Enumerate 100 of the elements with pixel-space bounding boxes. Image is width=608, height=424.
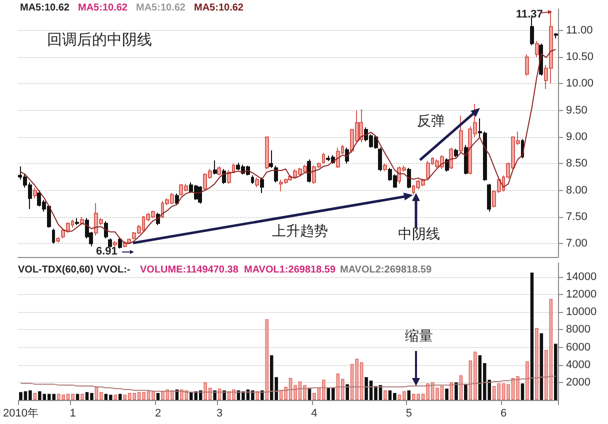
candlestick	[108, 238, 112, 248]
candlestick	[198, 186, 202, 204]
y-tick-label: 9.00	[566, 131, 588, 143]
candlestick	[61, 228, 65, 239]
candlestick	[104, 220, 108, 239]
bar	[445, 388, 448, 400]
annotation: MA5:10.62	[20, 2, 70, 14]
bar	[384, 390, 387, 400]
annotation: MAVOL2:269818.59	[340, 264, 432, 276]
annotation: 6.91	[96, 246, 118, 258]
candlestick	[483, 131, 487, 182]
candlestick	[525, 54, 529, 76]
candlestick	[269, 150, 273, 168]
bar	[540, 333, 544, 400]
candlestick	[554, 32, 558, 39]
annotation: MA5:10.62	[194, 2, 244, 14]
annotation: VOLUME:1149470.38	[140, 264, 239, 276]
candlestick	[265, 136, 269, 170]
bar	[530, 272, 534, 400]
candlestick	[383, 163, 387, 172]
bar	[114, 394, 118, 400]
candlestick	[530, 16, 534, 46]
bar	[346, 384, 349, 400]
y-tick-label: 7.00	[566, 238, 588, 250]
annotation: 回调后的中阴线	[47, 32, 152, 48]
candlestick	[251, 174, 254, 184]
y-tick-label: 4000	[566, 358, 590, 371]
bar	[454, 382, 458, 400]
bar	[156, 392, 160, 400]
candlestick	[535, 40, 539, 58]
candlestick	[75, 218, 79, 226]
candlestick	[52, 228, 55, 244]
x-tick-label: 4	[311, 408, 318, 420]
bar	[535, 328, 538, 400]
y-tick-label: 12000	[566, 288, 597, 301]
candlestick	[213, 160, 217, 175]
annotation: 上升趋势	[272, 224, 328, 240]
x-tick-label: 1	[70, 408, 76, 420]
candlestick	[407, 167, 411, 189]
line-series	[20, 376, 556, 393]
y-tick-label: 10.00	[566, 78, 594, 90]
annotation: 中阴线	[398, 226, 440, 242]
candlestick	[56, 236, 60, 244]
annotation: 11.37	[516, 8, 543, 20]
annotation: 反弹	[417, 114, 445, 130]
candlestick	[322, 152, 325, 164]
bar	[526, 361, 529, 400]
y-tick-label: 8.50	[566, 158, 588, 170]
candlestick	[459, 115, 463, 154]
annotation: MA5:10.62	[136, 2, 186, 14]
bar	[265, 319, 269, 400]
x-tick-label: 2010年	[2, 408, 38, 420]
candlestick	[260, 177, 264, 194]
candlestick	[426, 160, 430, 180]
line-series	[20, 49, 556, 244]
bar	[464, 384, 468, 400]
x-tick-label: 5	[406, 408, 412, 420]
x-tick-label: 2	[154, 408, 162, 420]
annotation: MA5:10.62	[78, 2, 128, 14]
y-tick-label: 10000	[566, 306, 597, 318]
x-tick-label: 3	[216, 408, 223, 420]
candlestick	[307, 158, 311, 183]
annotation: 缩量	[405, 328, 433, 344]
candlestick	[80, 216, 84, 226]
bar	[520, 383, 524, 400]
candlestick	[113, 240, 117, 247]
bar	[76, 394, 80, 400]
bar	[554, 344, 558, 400]
bar	[407, 390, 411, 400]
candlestick	[345, 147, 349, 164]
candlestick	[175, 193, 179, 205]
candlestick	[66, 222, 70, 232]
annotation: MAVOL1:269818.59	[244, 264, 336, 276]
bar	[33, 392, 37, 400]
y-tick-label: 9.50	[566, 104, 588, 116]
x-tick-label: 6	[500, 408, 507, 420]
y-tick-label: 2000	[566, 376, 590, 388]
candlestick	[222, 168, 226, 184]
y-tick-label: 6000	[566, 341, 590, 354]
candlestick	[449, 147, 453, 170]
annotation: VOL-TDX(60,60) VVOL:-	[18, 264, 130, 276]
bar	[80, 394, 84, 400]
candlestick	[464, 144, 468, 175]
y-tick-label: 8000	[566, 324, 590, 336]
candlestick	[217, 166, 221, 176]
y-tick-label: 14000	[566, 271, 597, 284]
candlestick	[359, 108, 363, 143]
y-tick-label: 11.00	[566, 24, 593, 36]
candlestick	[454, 148, 458, 158]
y-tick-label: 7.50	[566, 211, 588, 223]
candlestick	[274, 165, 278, 183]
y-tick-label: 10.50	[566, 51, 594, 63]
candlestick	[487, 183, 491, 212]
candlestick	[33, 187, 37, 199]
candlestick	[255, 177, 259, 188]
candlestick	[478, 118, 482, 138]
candlestick	[378, 147, 382, 172]
bar	[118, 394, 122, 400]
candlestick	[118, 236, 122, 249]
y-tick-label: 8.00	[566, 184, 588, 196]
